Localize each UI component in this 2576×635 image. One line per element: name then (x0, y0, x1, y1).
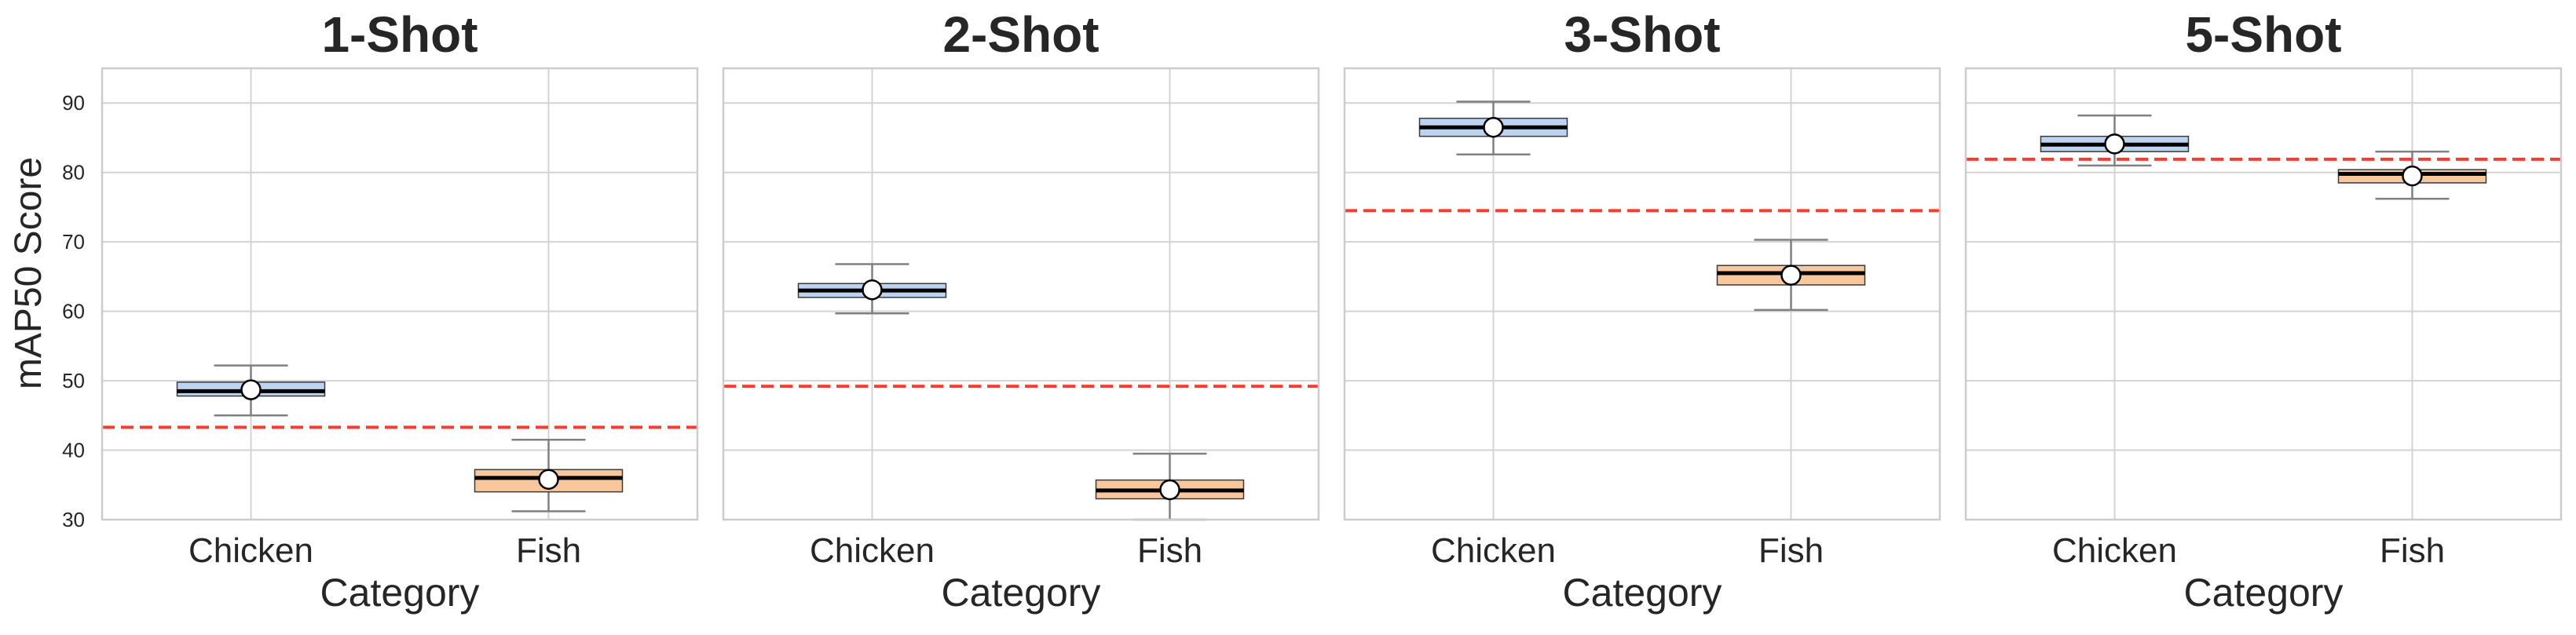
plot-frame (101, 67, 699, 521)
x-axis-label: Category (2184, 571, 2344, 615)
x-tick-label: Fish (516, 531, 581, 570)
x-tick-label: Fish (1137, 531, 1202, 570)
panel-3-shot: Chicken Fish Category 3-Shot (1343, 6, 1941, 615)
box-chicken (1418, 100, 1568, 155)
x-tick-label: Fish (1758, 531, 1824, 570)
x-tick-label: Fish (2380, 531, 2445, 570)
panel-title: 5-Shot (2185, 6, 2341, 63)
plot-background (102, 68, 697, 520)
x-axis-label: Category (942, 571, 1101, 615)
x-tick-label: Chicken (188, 531, 313, 570)
box-fish (1716, 239, 1866, 312)
mean-marker (240, 379, 262, 400)
x-tick-label: Chicken (2052, 531, 2177, 570)
x-axis-label: Category (320, 571, 480, 615)
box-chicken (797, 263, 947, 315)
y-tick-label: 40 (62, 439, 85, 462)
y-tick-label: 80 (62, 161, 85, 184)
box-fish (2337, 150, 2487, 200)
mean-marker (1483, 116, 1504, 138)
y-tick-label: 70 (62, 230, 85, 254)
plot-frame (1343, 67, 1941, 521)
mean-marker (538, 469, 559, 490)
panel-1-shot: 30 40 50 60 70 80 90 Chicken Fish Category 1-Shot (62, 6, 699, 615)
mean-marker (2104, 133, 2125, 155)
panel-title: 2-Shot (942, 6, 1099, 63)
plot-frame (722, 67, 1320, 521)
panel-5-shot: Chicken Fish Category 5-Shot (1964, 6, 2563, 615)
x-tick-label: Chicken (1431, 531, 1556, 570)
y-axis-label: mAP50 Score (8, 157, 49, 389)
y-tick-label: 50 (62, 369, 85, 392)
mean-marker (862, 279, 883, 301)
y-axis-label-group: mAP50 Score (8, 157, 49, 389)
y-tick-label: 60 (62, 300, 85, 323)
plot-frame (1964, 67, 2563, 521)
x-tick-label: Chicken (810, 531, 935, 570)
mean-marker (1780, 265, 1802, 286)
box-fish (474, 439, 624, 513)
box-chicken (176, 364, 326, 417)
panel-title: 1-Shot (321, 6, 478, 63)
y-tick-label: 30 (62, 508, 85, 531)
mean-marker (2402, 165, 2423, 187)
panels: 30 40 50 60 70 80 90 Chicken Fish Category 1-Shot C… (62, 6, 2563, 615)
panel-title: 3-Shot (1564, 6, 1720, 63)
panel-2-shot: Chicken Fish Category 2-Shot (722, 6, 1320, 615)
x-axis-label: Category (1563, 571, 1722, 615)
box-chicken (2040, 114, 2190, 167)
plot-background (1345, 68, 1940, 520)
y-tick-label: 90 (62, 91, 85, 115)
mean-marker (1159, 479, 1180, 501)
